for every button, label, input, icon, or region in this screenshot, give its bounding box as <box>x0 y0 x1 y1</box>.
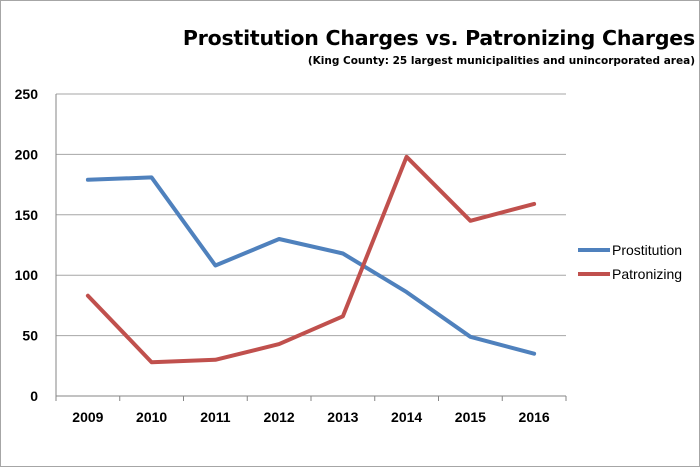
x-tick-label: 2016 <box>519 409 550 425</box>
y-tick-label: 0 <box>30 388 38 404</box>
series-line-patronizing <box>85 154 537 365</box>
x-tick-label: 2012 <box>264 409 295 425</box>
series-lines <box>85 154 537 365</box>
chart-title: Prostitution Charges vs. Patronizing Cha… <box>182 26 695 50</box>
x-tick-labels: 2009 2010 2011 2012 2013 2014 2015 2016 <box>72 409 550 425</box>
y-tick-label: 100 <box>15 267 39 283</box>
x-tick-label: 2013 <box>327 409 358 425</box>
axes <box>55 94 567 401</box>
y-tick-label: 200 <box>15 146 39 162</box>
y-tick-label: 50 <box>22 328 38 344</box>
legend-label-prostitution: Prostitution <box>612 242 682 258</box>
x-tick-label: 2015 <box>455 409 486 425</box>
x-tick-label: 2011 <box>200 409 231 425</box>
y-tick-labels: 0 50 100 150 200 250 <box>15 86 39 404</box>
legend-label-patronizing: Patronizing <box>612 266 682 282</box>
legend: Prostitution Patronizing <box>578 242 682 282</box>
y-tick-label: 150 <box>15 207 39 223</box>
chart-subtitle: (King County: 25 largest municipalities … <box>307 55 695 67</box>
x-tick-label: 2010 <box>136 409 167 425</box>
x-tick-label: 2009 <box>72 409 103 425</box>
series-line-prostitution <box>85 175 537 356</box>
x-tick-label: 2014 <box>391 409 422 425</box>
y-tick-label: 250 <box>15 86 39 102</box>
gridlines <box>56 93 566 337</box>
